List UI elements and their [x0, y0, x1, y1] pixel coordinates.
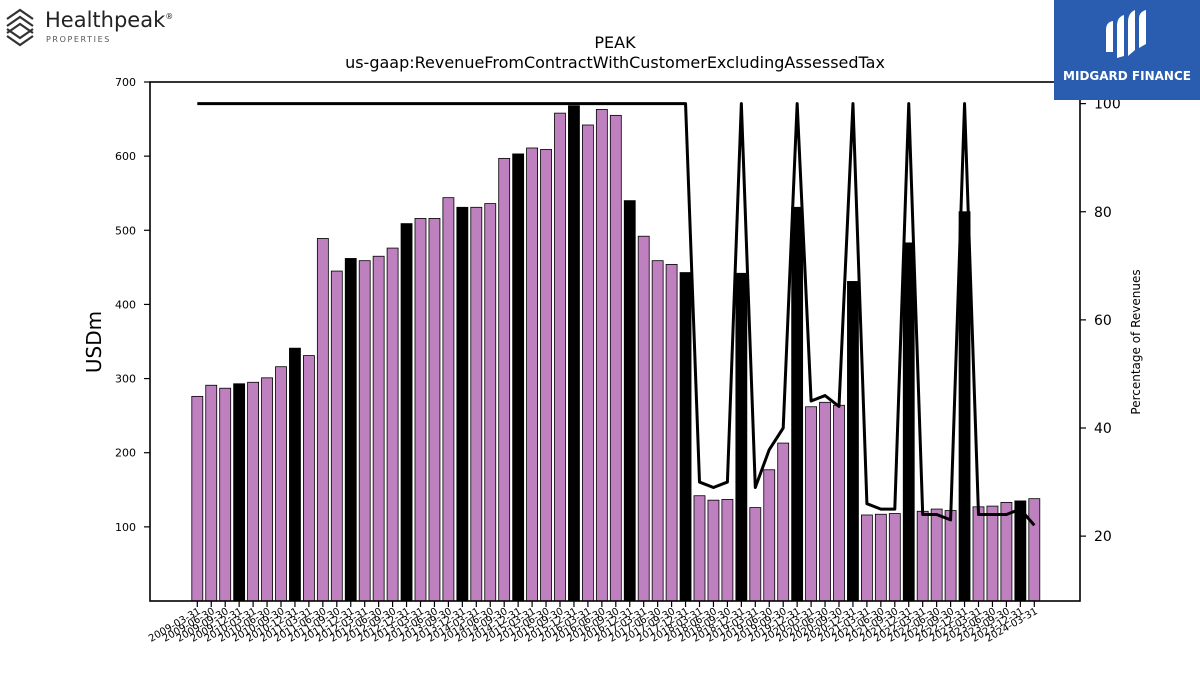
bar-2009-12-31 — [233, 383, 246, 602]
bar-2024-03-31 — [1028, 498, 1041, 602]
bar-2022-09-30 — [944, 510, 957, 602]
y-tick-label: 100 — [115, 521, 136, 534]
bars-group — [191, 105, 1041, 602]
healthpeak-logo-subtitle: PROPERTIES — [46, 35, 111, 44]
bar-2010-06-30 — [261, 377, 273, 602]
y-tick-label: 300 — [115, 373, 136, 386]
bar-2011-09-30 — [330, 270, 343, 602]
bar-2023-03-31 — [972, 506, 985, 602]
midgard-logo-mark-icon — [1106, 10, 1146, 58]
bar-2013-12-31 — [456, 206, 469, 602]
bar-2019-03-31 — [749, 507, 762, 602]
bar-2011-03-31 — [302, 355, 315, 602]
bar-2010-03-31 — [247, 381, 260, 602]
bar-2013-09-30 — [442, 197, 455, 602]
bar-2020-06-30 — [819, 401, 831, 602]
bar-2016-09-30 — [609, 114, 622, 602]
bar-2016-03-31 — [582, 124, 594, 602]
bar-2009-03-31 — [191, 395, 204, 602]
y2-tick-label: 100 — [1094, 97, 1121, 113]
bar-2015-06-30 — [540, 149, 552, 602]
bar-2014-12-31 — [512, 153, 525, 602]
bar-2023-06-30 — [986, 505, 999, 602]
y-tick-label: 200 — [115, 447, 136, 460]
percentage-of-revenues-line — [197, 102, 1036, 527]
y-axis-label: USDm — [82, 311, 106, 373]
y2-tick-label: 80 — [1094, 205, 1112, 221]
y2-axis-label: Percentage of Revenues — [1129, 269, 1143, 414]
y2-tick-label: 60 — [1094, 313, 1112, 329]
bar-2023-12-31 — [1014, 500, 1027, 602]
bar-2017-06-30 — [651, 260, 664, 602]
bar-2020-03-31 — [805, 406, 817, 602]
bar-2015-09-30 — [554, 112, 566, 602]
bar-2017-09-30 — [665, 263, 678, 602]
midgard-logo-background — [1054, 0, 1200, 100]
bar-2022-12-31 — [958, 211, 971, 602]
bar-2022-03-31 — [916, 510, 929, 602]
bar-2012-06-30 — [372, 255, 385, 602]
bar-2020-09-30 — [833, 404, 845, 602]
bar-2010-09-30 — [275, 366, 287, 602]
healthpeak-logo-mark-icon — [6, 8, 34, 47]
chart-subtitle: us-gaap:RevenueFromContractWithCustomerE… — [345, 53, 885, 72]
bar-2012-12-31 — [400, 223, 413, 602]
bar-2021-06-30 — [874, 513, 887, 602]
bar-2014-03-31 — [470, 206, 483, 602]
bar-2013-03-31 — [414, 218, 427, 602]
healthpeak-logo-name: Healthpeak® — [45, 8, 174, 32]
bar-2016-06-30 — [595, 109, 608, 602]
bar-2023-09-30 — [1000, 501, 1013, 602]
axes-group: 100200300400500600700204060801002009-03-… — [115, 76, 1121, 645]
bar-2018-03-31 — [693, 495, 706, 602]
bar-2009-09-30 — [219, 387, 232, 602]
bar-2017-12-31 — [679, 272, 692, 602]
bar-2014-09-30 — [498, 157, 511, 602]
plot-frame — [149, 81, 1081, 602]
bar-2018-09-30 — [721, 499, 734, 602]
bar-2012-09-30 — [386, 247, 399, 602]
bar-2019-06-30 — [763, 469, 776, 602]
bar-2019-12-31 — [791, 206, 804, 602]
bar-2013-06-30 — [428, 218, 441, 602]
bar-2014-06-30 — [484, 203, 497, 602]
bar-2009-06-30 — [205, 384, 218, 602]
bar-2021-12-31 — [902, 242, 915, 602]
y2-tick-label: 40 — [1094, 421, 1112, 437]
bar-2012-03-31 — [358, 260, 371, 602]
bar-2022-06-30 — [930, 508, 943, 602]
y2-tick-label: 20 — [1094, 529, 1112, 545]
y-tick-label: 700 — [115, 76, 136, 89]
bar-2021-09-30 — [888, 513, 901, 602]
percentage-line-group — [197, 102, 1036, 527]
bar-2015-12-31 — [568, 105, 580, 602]
bar-2011-12-31 — [344, 258, 357, 602]
bar-2019-09-30 — [777, 442, 790, 602]
bar-2018-06-30 — [707, 499, 720, 602]
healthpeak-logo: Healthpeak® PROPERTIES — [5, 5, 173, 49]
bar-2016-12-31 — [623, 200, 636, 602]
midgard-logo-name: MIDGARD FINANCE — [1063, 69, 1191, 83]
midgard-finance-logo: MIDGARD FINANCE — [1054, 0, 1200, 100]
y-tick-label: 400 — [115, 298, 136, 311]
y-tick-label: 600 — [115, 150, 136, 163]
bar-2020-12-31 — [847, 281, 859, 602]
y-tick-label: 500 — [115, 224, 136, 237]
bar-2018-12-31 — [735, 272, 748, 602]
bar-2010-12-31 — [289, 347, 301, 602]
bar-2017-03-31 — [637, 235, 650, 602]
bar-2011-06-30 — [316, 238, 329, 602]
bar-2021-03-31 — [861, 514, 873, 602]
bar-2015-03-31 — [526, 147, 538, 602]
chart-title: PEAK — [594, 33, 636, 52]
